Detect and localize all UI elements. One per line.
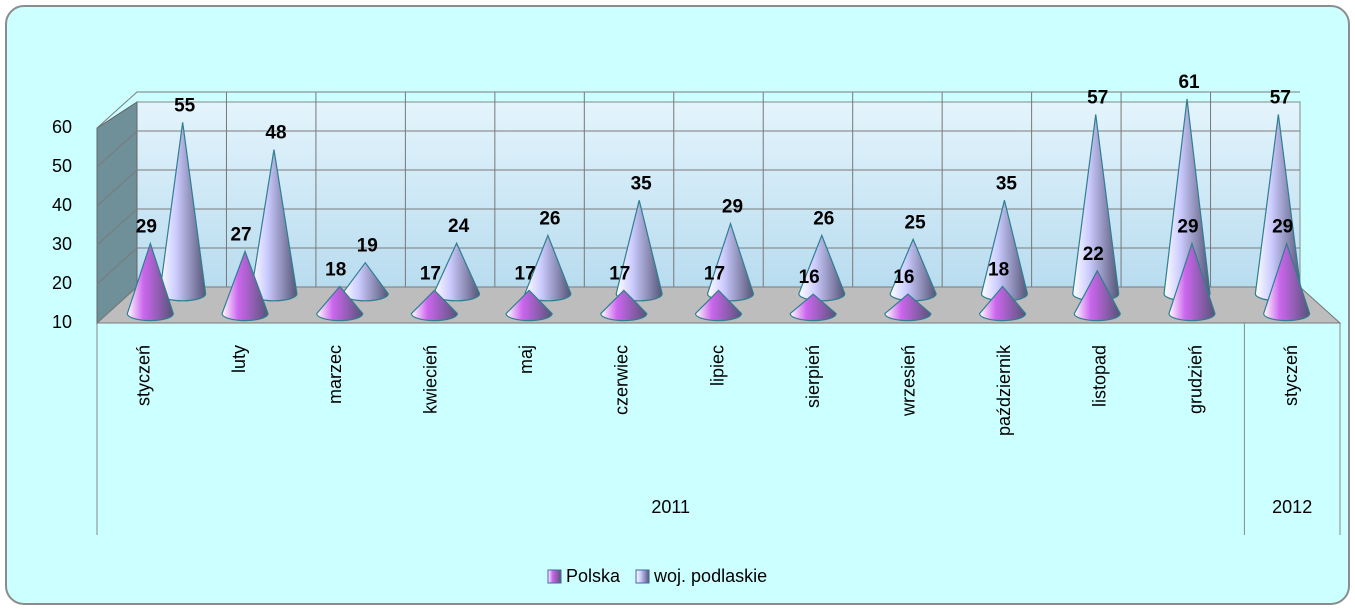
x-tick-label: czerwiec [612, 345, 632, 415]
data-label: 17 [515, 263, 536, 284]
data-label: 61 [1178, 72, 1200, 93]
data-label: 27 [230, 224, 251, 245]
cone [600, 289, 648, 322]
data-label: 16 [799, 267, 820, 288]
legend-label: Polska [566, 566, 621, 586]
cone [1263, 241, 1311, 322]
cone [316, 285, 364, 322]
data-label: 57 [1087, 88, 1108, 109]
cone [798, 233, 846, 302]
group-label: 2011 [651, 497, 690, 517]
data-label: 29 [1177, 217, 1198, 238]
cone [706, 221, 755, 302]
data-label: 26 [813, 208, 834, 229]
data-label: 25 [905, 212, 927, 233]
x-tick-label: październik [994, 344, 1014, 436]
x-tick-label: sierpień [803, 345, 823, 408]
data-label: 48 [265, 123, 286, 144]
cone [126, 241, 174, 322]
data-label: 24 [448, 216, 470, 237]
grid-line [96, 91, 1300, 129]
cone [410, 289, 459, 322]
data-label: 22 [1083, 244, 1104, 265]
x-tick-label: maj [516, 345, 536, 374]
data-label: 17 [420, 263, 441, 284]
x-tick-label: styczeń [1281, 345, 1301, 406]
x-tick-label: grudzień [1185, 345, 1205, 414]
x-tick-label: luty [229, 345, 249, 373]
legend-label: woj. podlaskie [653, 566, 767, 586]
data-label: 17 [609, 263, 630, 284]
legend-swatch [635, 569, 650, 584]
data-label: 17 [704, 263, 725, 284]
y-tick-label: 10 [52, 312, 72, 332]
cone [505, 289, 553, 322]
grid-line [96, 208, 1300, 246]
data-label: 19 [357, 236, 378, 257]
data-label: 16 [893, 267, 914, 288]
x-tick-label: wrzesień [898, 345, 918, 417]
data-label: 35 [631, 173, 653, 194]
cone [884, 293, 932, 322]
y-tick-label: 40 [52, 195, 72, 215]
cone [694, 289, 743, 322]
cone [978, 285, 1027, 322]
data-label: 57 [1270, 88, 1291, 109]
data-label: 29 [136, 217, 157, 238]
x-tick-label: kwiecień [420, 345, 440, 414]
data-label: 29 [722, 197, 743, 218]
group-label: 2012 [1272, 497, 1312, 517]
data-label: 18 [988, 259, 1009, 280]
grid-line [96, 130, 1300, 168]
y-tick-label: 20 [52, 273, 72, 293]
cone [221, 249, 269, 322]
grid [96, 91, 1300, 324]
cone [1168, 241, 1216, 322]
legend-swatch [547, 569, 562, 584]
side-wall [96, 101, 138, 325]
x-tick-label: listopad [1090, 345, 1110, 407]
grid-line [96, 169, 1300, 207]
y-tick-label: 50 [52, 156, 72, 176]
y-tick-label: 30 [52, 234, 72, 254]
cones [126, 98, 1311, 322]
data-label: 29 [1272, 217, 1293, 238]
x-tick-label: marzec [325, 345, 345, 404]
data-label: 55 [174, 95, 196, 116]
y-tick-label: 60 [52, 117, 72, 137]
data-label: 18 [325, 259, 346, 280]
cone [1073, 269, 1121, 322]
x-tick-label: styczeń [134, 345, 154, 406]
cone [889, 237, 937, 302]
data-label: 35 [996, 173, 1018, 194]
data-label: 26 [539, 208, 560, 229]
x-tick-label: lipiec [707, 345, 727, 386]
cone [789, 293, 837, 322]
